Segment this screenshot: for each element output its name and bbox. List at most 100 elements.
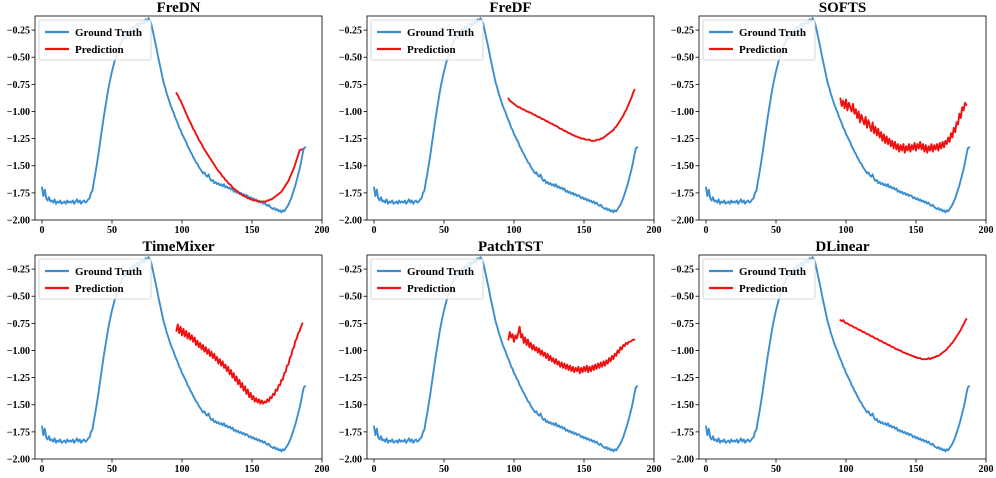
x-tick-label: 150 [577, 464, 592, 475]
plot-frame [366, 254, 655, 460]
y-tick-label: −1.50 [7, 400, 30, 411]
y-tick-label: −2.00 [7, 455, 30, 466]
y-tick-label: −1.50 [339, 161, 362, 172]
y-tick-label: −1.25 [671, 134, 694, 145]
x-tick-label: 0 [40, 464, 45, 475]
legend-label: Ground Truth [75, 266, 142, 278]
chart-panel-fredn: FreDN −2.00 −1.75 −1.50 −1.25 −1.00 −0.75 −0.50… [0, 0, 332, 239]
x-tick-label: 150 [909, 464, 924, 475]
legend-label: Ground Truth [739, 27, 806, 39]
series-line-prediction [507, 325, 636, 375]
y-tick-label: −0.25 [7, 26, 30, 37]
y-tick-label: −0.50 [7, 292, 30, 303]
series-line-prediction [839, 318, 968, 361]
y-tick-label: −0.75 [671, 80, 694, 91]
y-tick-label: −1.75 [339, 427, 362, 438]
y-tick-label: −2.00 [339, 216, 362, 227]
x-tick-label: 50 [439, 464, 449, 475]
x-tick-label: 50 [439, 225, 449, 236]
chart-panel-timemixer: TimeMixer −2.00 −1.75 −1.50 −1.25 −1.00 −0.75 −… [0, 239, 332, 478]
legend-label: Prediction [407, 44, 456, 56]
y-tick-label: −1.00 [671, 346, 694, 357]
y-tick-label: −1.25 [7, 373, 30, 384]
x-tick-label: 0 [372, 225, 377, 236]
y-tick-label: −0.25 [339, 265, 362, 276]
series-line-ground-truth [373, 256, 639, 453]
y-tick-label: −0.50 [671, 292, 694, 303]
legend-label: Prediction [75, 44, 124, 56]
y-tick-label: −0.75 [7, 80, 30, 91]
chart-title: PatchTST [478, 239, 543, 255]
x-tick-label: 200 [647, 225, 662, 236]
x-tick-label: 200 [979, 464, 994, 475]
legend-label: Prediction [739, 283, 788, 295]
y-tick-label: −0.75 [7, 319, 30, 330]
y-tick-label: −0.50 [7, 53, 30, 64]
y-tick-label: −0.25 [671, 265, 694, 276]
plot-frame [34, 15, 323, 221]
y-tick-label: −1.00 [339, 346, 362, 357]
chart-svg: DLinear −2.00 −1.75 −1.50 −1.25 −1.00 −0.75 −0.… [671, 239, 994, 475]
x-tick-label: 200 [315, 464, 330, 475]
legend-label: Ground Truth [739, 266, 806, 278]
x-tick-label: 0 [40, 225, 45, 236]
chart-panel-fredf: FreDF −2.00 −1.75 −1.50 −1.25 −1.00 −0.75 −0.50… [332, 0, 664, 239]
series-line-ground-truth [373, 17, 639, 214]
y-tick-label: −1.00 [671, 107, 694, 118]
plot-frame [698, 254, 987, 460]
legend: Ground Truth Prediction [38, 19, 152, 61]
plot-frame [698, 15, 987, 221]
chart-svg: FreDN −2.00 −1.75 −1.50 −1.25 −1.00 −0.75 −0.50… [7, 0, 330, 236]
legend: Ground Truth Prediction [702, 258, 816, 300]
chart-panel-patchtst: PatchTST −2.00 −1.75 −1.50 −1.25 −1.00 −0.75 −0… [332, 239, 664, 478]
chart-title: FreDN [157, 0, 201, 16]
y-tick-label: −0.75 [339, 80, 362, 91]
y-tick-label: −2.00 [671, 216, 694, 227]
x-tick-label: 0 [704, 225, 709, 236]
x-tick-label: 100 [839, 464, 854, 475]
x-tick-label: 100 [175, 225, 190, 236]
series-line-prediction [839, 97, 968, 154]
y-tick-label: −0.75 [339, 319, 362, 330]
series-line-prediction [175, 322, 304, 405]
y-tick-label: −1.25 [339, 373, 362, 384]
chart-title: SOFTS [819, 0, 867, 16]
legend-label: Ground Truth [75, 27, 142, 39]
y-tick-label: −1.75 [671, 427, 694, 438]
y-tick-label: −0.25 [339, 26, 362, 37]
y-tick-label: −1.50 [671, 161, 694, 172]
legend-label: Prediction [407, 283, 456, 295]
legend-label: Ground Truth [407, 27, 474, 39]
y-tick-label: −1.00 [7, 346, 30, 357]
y-tick-label: −2.00 [339, 455, 362, 466]
x-tick-label: 100 [175, 464, 190, 475]
y-tick-label: −1.25 [671, 373, 694, 384]
legend-label: Ground Truth [407, 266, 474, 278]
y-tick-label: −0.50 [339, 292, 362, 303]
y-tick-label: −0.75 [671, 319, 694, 330]
series-line-prediction [175, 92, 304, 203]
series-line-ground-truth [705, 256, 971, 453]
y-tick-label: −1.75 [339, 188, 362, 199]
y-tick-label: −0.50 [339, 53, 362, 64]
y-tick-label: −2.00 [7, 216, 30, 227]
x-tick-label: 150 [909, 225, 924, 236]
legend-label: Prediction [75, 283, 124, 295]
x-tick-label: 100 [507, 464, 522, 475]
y-tick-label: −1.25 [7, 134, 30, 145]
chart-svg: SOFTS −2.00 −1.75 −1.50 −1.25 −1.00 −0.75 −0.50… [671, 0, 994, 236]
x-tick-label: 100 [839, 225, 854, 236]
y-tick-label: −1.75 [7, 188, 30, 199]
x-tick-label: 50 [107, 225, 117, 236]
x-tick-label: 100 [507, 225, 522, 236]
x-tick-label: 50 [771, 225, 781, 236]
x-tick-label: 200 [647, 464, 662, 475]
x-tick-label: 150 [245, 464, 260, 475]
chart-svg: FreDF −2.00 −1.75 −1.50 −1.25 −1.00 −0.75 −0.50… [339, 0, 662, 236]
chart-title: FreDF [489, 0, 531, 16]
series-line-prediction [507, 88, 636, 142]
x-tick-label: 50 [771, 464, 781, 475]
chart-title: DLinear [815, 239, 870, 255]
chart-panel-softs: SOFTS −2.00 −1.75 −1.50 −1.25 −1.00 −0.75 −0.50… [664, 0, 996, 239]
